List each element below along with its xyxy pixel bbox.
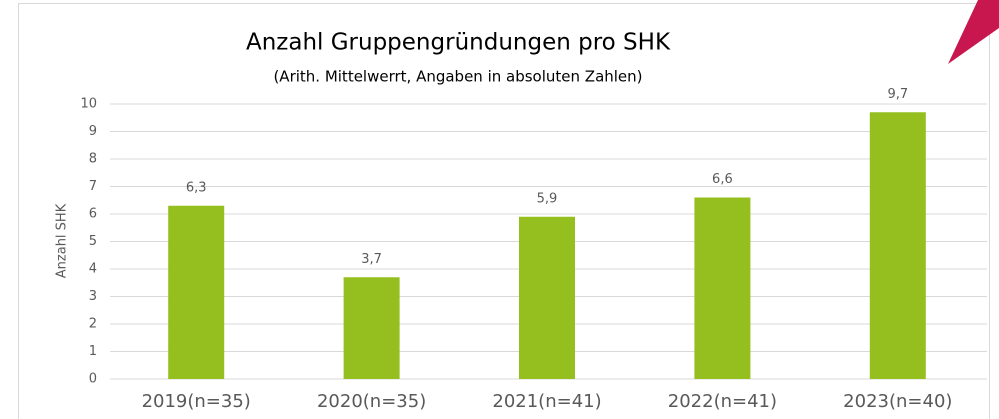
chart-title: Anzahl Gruppengründungen pro SHK	[246, 30, 671, 56]
y-tick-label: 8	[89, 152, 97, 167]
y-tick-label: 3	[89, 289, 97, 304]
data-label: 3,7	[361, 252, 382, 267]
data-label: 5,9	[537, 191, 558, 206]
y-tick-label: 10	[80, 97, 97, 112]
bar	[519, 216, 575, 379]
x-tick-label: 2021(n=41)	[492, 391, 601, 412]
y-tick-label: 5	[89, 234, 97, 249]
y-tick-label: 2	[89, 317, 97, 332]
y-axis-label: Anzahl SHK	[55, 203, 70, 278]
bar	[343, 277, 400, 379]
y-tick-label: 7	[89, 179, 97, 194]
y-tick-label: 0	[89, 372, 97, 387]
y-tick-label: 9	[89, 124, 97, 139]
corner-decoration	[948, 0, 999, 64]
chart-subtitle: (Arith. Mittelwerrt, Angaben in absolute…	[273, 68, 642, 86]
data-label: 9,7	[887, 87, 908, 102]
chart-frame	[18, 3, 990, 419]
bar	[694, 197, 751, 379]
x-tick-label: 2020(n=35)	[317, 391, 426, 412]
bar	[168, 205, 225, 379]
x-tick-label: 2022(n=41)	[668, 391, 777, 412]
y-tick-label: 6	[89, 207, 97, 222]
x-tick-label: 2019(n=35)	[142, 391, 251, 412]
data-label: 6,3	[186, 180, 207, 195]
y-tick-label: 4	[89, 262, 97, 277]
data-label: 6,6	[712, 172, 733, 187]
y-tick-label: 1	[89, 344, 97, 359]
x-tick-label: 2023(n=40)	[843, 391, 952, 412]
bar	[869, 112, 926, 379]
